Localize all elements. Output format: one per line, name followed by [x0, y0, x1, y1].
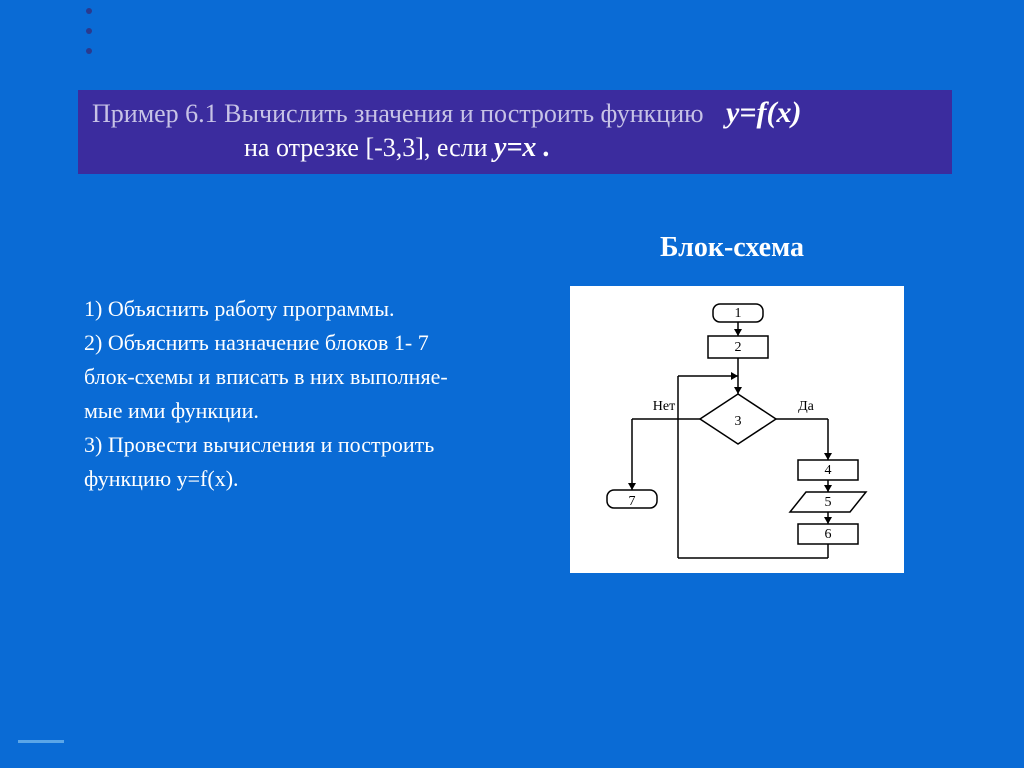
- task-line: 1) Объяснить работу программы.: [84, 292, 484, 326]
- task-line: мые ими функции.: [84, 394, 484, 428]
- flow-node-6: 6: [825, 527, 832, 542]
- flow-node-7: 7: [629, 494, 636, 509]
- flow-label-no: Нет: [653, 399, 675, 414]
- title-line-1: Пример 6.1 Вычислить значения и построит…: [92, 96, 942, 130]
- title-prefix-2: на отрезке [-3,3], если: [244, 133, 488, 162]
- title-yx: y=x .: [494, 132, 550, 163]
- flow-label-yes: Да: [798, 399, 815, 414]
- flow-node-4: 4: [825, 463, 832, 478]
- flow-node-2: 2: [735, 340, 742, 355]
- title-prefix-1: Пример 6.1 Вычислить значения и построит…: [92, 99, 704, 128]
- flow-node-5: 5: [825, 495, 832, 510]
- flowchart: 1 2 3 4 5 6 7 Нет Да: [570, 286, 904, 573]
- flow-node-3: 3: [735, 414, 742, 429]
- title-bullets: [86, 8, 92, 68]
- flow-node-1: 1: [735, 306, 742, 321]
- task-line: 2) Объяснить назначение блоков 1- 7: [84, 326, 484, 360]
- tasks-block: 1) Объяснить работу программы. 2) Объясн…: [84, 292, 484, 497]
- title-yfx: у=f(x): [726, 96, 801, 129]
- flowchart-title: Блок-схема: [660, 232, 804, 264]
- title-line-2: на отрезке [-3,3], если y=x .: [92, 132, 942, 164]
- footer-accent: [18, 740, 64, 743]
- title-band: Пример 6.1 Вычислить значения и построит…: [78, 90, 952, 174]
- task-line: блок-схемы и вписать в них выполняе-: [84, 360, 484, 394]
- task-line: 3) Провести вычисления и построить: [84, 428, 484, 462]
- task-line: функцию у=f(x).: [84, 462, 484, 496]
